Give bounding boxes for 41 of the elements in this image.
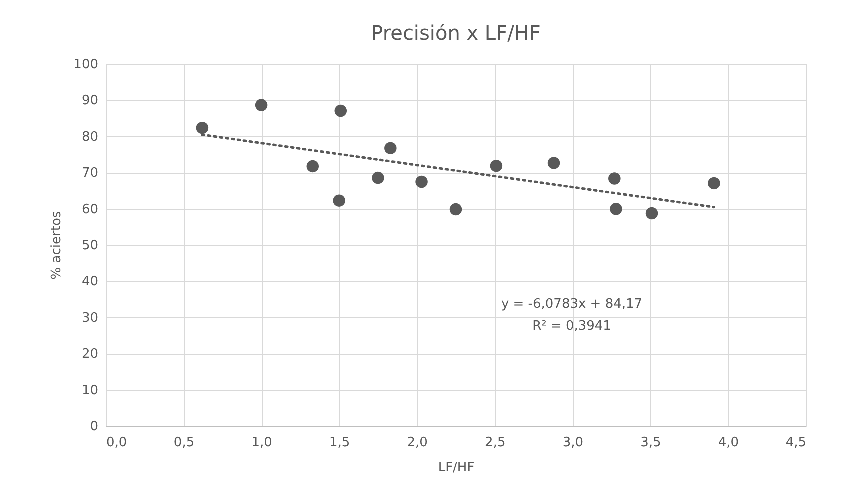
y-tick-label: 0: [90, 420, 98, 434]
y-tick-label: 70: [82, 166, 98, 182]
y-tick-label: 50: [82, 238, 98, 254]
point: [416, 176, 428, 188]
y-tick-label: 60: [82, 202, 98, 218]
y-tick-label: 30: [82, 310, 98, 326]
y-tick-label: 20: [82, 347, 98, 362]
point: [646, 207, 658, 220]
point: [610, 203, 622, 216]
point: [333, 194, 346, 207]
y-tick-label: 40: [82, 274, 98, 290]
y-tick-label: 10: [82, 383, 98, 398]
point: [255, 99, 268, 112]
point: [708, 177, 720, 190]
point: [306, 160, 320, 173]
y-tick-label: 100: [74, 58, 98, 72]
y-tick-label: 90: [82, 94, 98, 109]
x-tick-label: 4,0: [718, 436, 740, 450]
point: [608, 172, 621, 185]
x-tick-label: 4,5: [786, 436, 806, 450]
x-tick-label: 0,5: [174, 436, 195, 450]
x-tick-label: 0,0: [106, 436, 128, 450]
x-tick-label: 3,5: [640, 436, 662, 450]
point: [548, 157, 560, 170]
x-axis-title: LF/HF: [438, 460, 475, 476]
chart-title: Precisión x LF/HF: [371, 21, 541, 45]
point: [490, 160, 503, 172]
x-tick-label: 1,5: [329, 436, 350, 450]
annotation: R² = 0,3941: [532, 319, 612, 334]
point: [384, 142, 397, 154]
point: [334, 104, 348, 118]
x-tick-label: 3,0: [562, 436, 584, 450]
x-tick-label: 2,0: [407, 436, 428, 450]
y-axis-title: % aciertos: [50, 211, 65, 280]
x-tick-label: 2,5: [485, 436, 506, 450]
y-tick-label: 80: [82, 130, 98, 145]
point: [372, 172, 384, 184]
point: [196, 122, 209, 134]
point: [450, 203, 462, 216]
x-tick-label: 1,0: [252, 436, 272, 450]
annotation: y = -6,0783x + 84,17: [501, 297, 643, 312]
